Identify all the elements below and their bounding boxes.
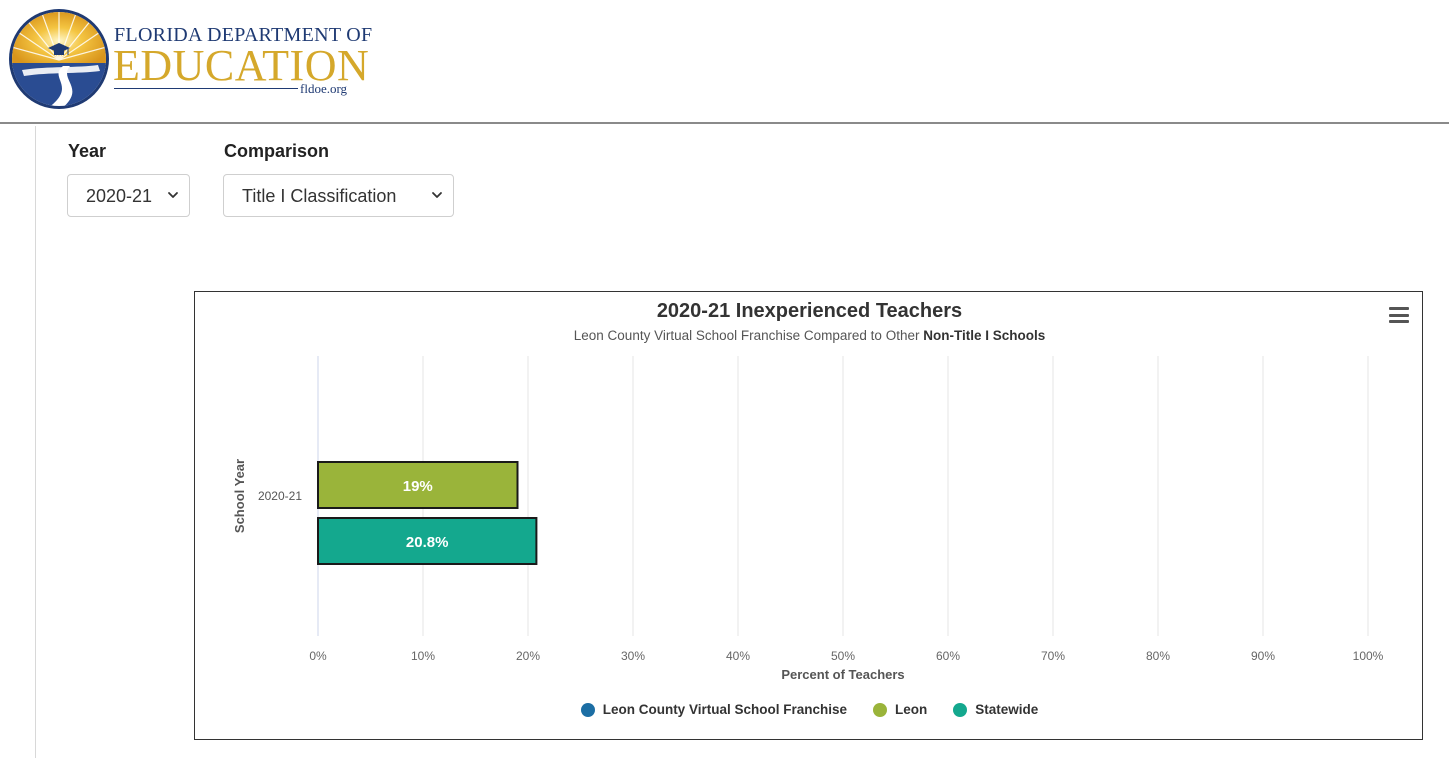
x-tick-label: 70% [1041, 649, 1065, 663]
year-select[interactable]: 2020-21 [67, 174, 190, 217]
legend-item[interactable]: Leon [873, 702, 927, 717]
chevron-down-icon [432, 192, 442, 198]
chart-subtitle-emphasis: Non-Title I Schools [923, 328, 1046, 343]
x-tick-label: 90% [1251, 649, 1275, 663]
site-header: Florida Department of EDUCATION fldoe.or… [0, 0, 1449, 124]
comparison-label: Comparison [224, 141, 330, 161]
chart-menu-icon[interactable] [1389, 307, 1409, 323]
y-axis-title: School Year [232, 459, 247, 533]
legend-swatch [580, 702, 595, 717]
brand-education: EDUCATION [113, 41, 370, 90]
comparison-select-value: Title I Classification [242, 186, 397, 206]
chart-legend: Leon County Virtual School Franchise Leon… [195, 702, 1424, 717]
legend-label: Leon County Virtual School Franchise [602, 702, 847, 717]
year-label: Year [68, 141, 107, 161]
x-axis-title: Percent of Teachers [781, 667, 904, 682]
brand-rule [114, 88, 298, 89]
chart-subtitle-text: Leon County Virtual School Franchise Com… [573, 328, 924, 343]
brand-wordmark: Florida Department of EDUCATION fldoe.or… [113, 24, 374, 104]
legend-swatch [953, 702, 968, 717]
year-select-value: 2020-21 [86, 186, 153, 206]
y-category-label: 2020-21 [258, 489, 302, 503]
brand-url: fldoe.org [300, 81, 348, 96]
bar-statewide [317, 517, 538, 565]
chart-container: 0% 10% 20% 30% 40% 50% 60% 70% 80% 90% 100% Percent… [194, 291, 1423, 740]
x-tick-label: 10% [411, 649, 435, 663]
legend-label: Statewide [975, 702, 1039, 717]
x-tick-label: 40% [726, 649, 750, 663]
x-tick-label: 60% [936, 649, 960, 663]
x-tick-label: 30% [621, 649, 645, 663]
comparison-select[interactable]: Title I Classification [223, 174, 454, 217]
x-tick-label: 50% [831, 649, 855, 663]
x-tick-label: 100% [1353, 649, 1384, 663]
legend-label: Leon [895, 702, 928, 717]
bar-data-label: 20.8% [406, 534, 449, 551]
chart-title: 2020-21 Inexperienced Teachers [656, 300, 963, 322]
legend-item[interactable]: Leon County Virtual School Franchise [580, 702, 847, 717]
left-divider [35, 126, 36, 758]
legend-swatch [873, 702, 887, 717]
x-tick-label: 80% [1146, 649, 1170, 663]
chart-subtitle: Leon County Virtual School Franchise Com… [195, 328, 1424, 343]
legend-item[interactable]: Statewide [953, 702, 1038, 717]
x-tick-label: 20% [516, 649, 540, 663]
bar-data-label: 19% [403, 478, 433, 495]
brand-department: Florida Department of [114, 24, 373, 46]
fldoe-logo[interactable] [8, 8, 110, 110]
bar-chart: 0% 10% 20% 30% 40% 50% 60% 70% 80% 90% 100% Percent… [232, 356, 1384, 682]
bar-leon [317, 461, 519, 509]
x-tick-label: 0% [309, 649, 327, 663]
chevron-down-icon [168, 192, 178, 198]
